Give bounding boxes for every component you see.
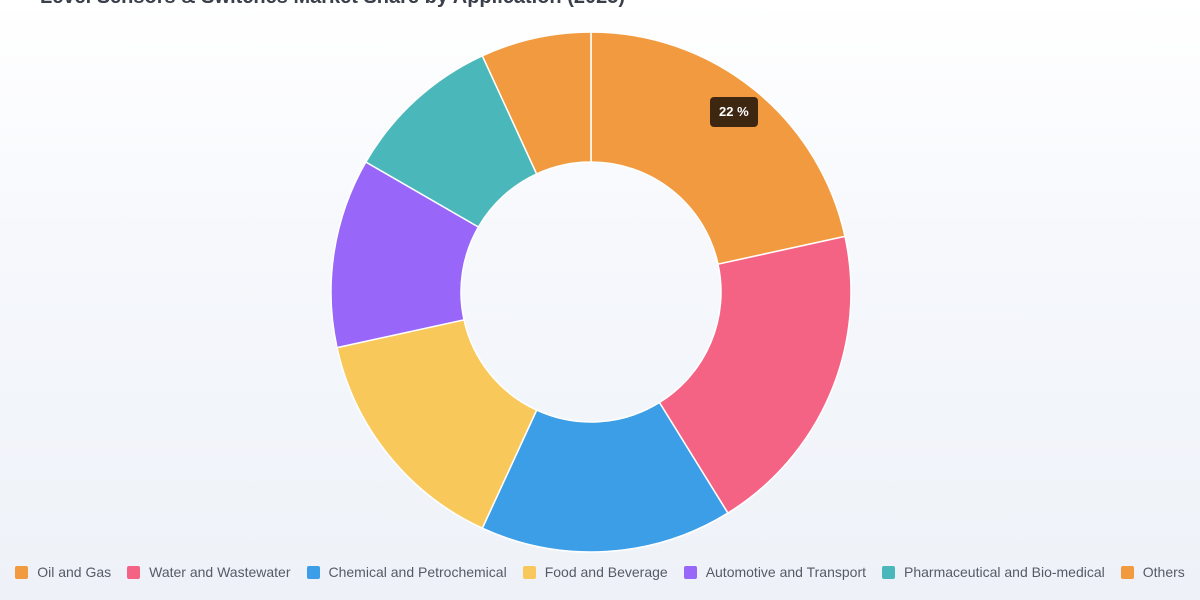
legend-item-automotive-and-transport[interactable]: Automotive and Transport <box>683 562 866 582</box>
legend-swatch <box>1120 565 1134 579</box>
slice-food-and-beverage[interactable] <box>336 318 538 530</box>
legend-label: Food and Beverage <box>544 564 668 580</box>
chart-legend: Oil and Gas Water and Wastewater Chemical … <box>0 562 1200 582</box>
legend-swatch <box>683 565 697 579</box>
slice-oil-and-gas[interactable] <box>590 31 846 266</box>
legend-item-water-and-wastewater[interactable]: Water and Wastewater <box>127 562 291 582</box>
legend-label: Pharmaceutical and Bio-medical <box>904 564 1105 580</box>
donut-chart <box>330 31 852 553</box>
legend-label: Oil and Gas <box>37 564 112 580</box>
legend-item-others[interactable]: Others <box>1120 562 1185 582</box>
slice-chemical-and-petrochemical[interactable] <box>481 401 729 553</box>
slice-tooltip: 22 % <box>710 97 758 127</box>
legend-swatch <box>522 565 536 579</box>
legend-label: Others <box>1142 564 1185 580</box>
legend-swatch <box>882 565 895 579</box>
legend-swatch <box>306 565 320 579</box>
chart-title: Level Sensors & Switches Market Share by… <box>40 0 625 9</box>
legend-swatch <box>127 565 141 579</box>
legend-label: Chemical and Petrochemical <box>328 564 507 580</box>
slice-water-and-wastewater[interactable] <box>658 235 852 515</box>
legend-label: Water and Wastewater <box>149 564 291 580</box>
legend-item-chemical-and-petrochemical[interactable]: Chemical and Petrochemical <box>306 562 507 582</box>
legend-item-food-and-beverage[interactable]: Food and Beverage <box>522 562 668 582</box>
slice-others[interactable] <box>481 31 592 175</box>
legend-item-pharmaceutical-and-bio-medical[interactable]: Pharmaceutical and Bio-medical <box>882 562 1105 582</box>
legend-item-oil-and-gas[interactable]: Oil and Gas <box>15 562 111 582</box>
legend-swatch <box>15 565 29 579</box>
legend-label: Automotive and Transport <box>705 564 866 580</box>
